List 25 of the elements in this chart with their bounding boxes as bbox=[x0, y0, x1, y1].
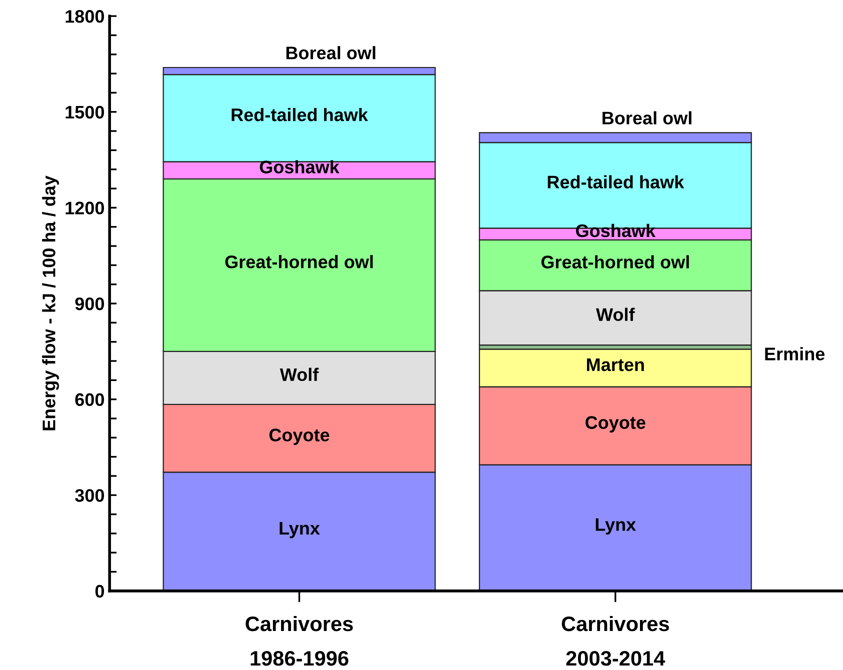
y-tick-label: 900 bbox=[75, 297, 104, 310]
text: Lynx bbox=[596, 518, 636, 535]
series-label: Wolf bbox=[280, 368, 319, 382]
y-tick-label: 600 bbox=[75, 393, 104, 406]
series-label: Coyote bbox=[269, 428, 330, 445]
y-tick-label: 300 bbox=[75, 489, 104, 502]
y-tick-label: 0 bbox=[95, 584, 104, 598]
y-tick-label: 1800 bbox=[66, 10, 104, 23]
series-label: Boreal owl bbox=[286, 46, 376, 60]
x-tick-label: Carnivores 1986-1996 bbox=[246, 616, 353, 666]
x-tick-label: Carnivores 2003-2014 bbox=[562, 616, 669, 666]
text: Great-horned owl bbox=[225, 255, 373, 268]
y-tick-label: 1500 bbox=[66, 106, 104, 119]
text: Coyote bbox=[586, 416, 646, 433]
series-label: Ermine bbox=[765, 347, 825, 360]
series-label: Red-tailed hawk bbox=[548, 175, 684, 188]
series-label: Marten bbox=[587, 358, 644, 372]
series-label: Goshawk bbox=[260, 160, 340, 174]
series-label: Lynx bbox=[280, 522, 320, 538]
y-axis-title: Energy flow - kJ / 100 ha / day bbox=[42, 176, 60, 430]
text: Wolf bbox=[596, 308, 635, 322]
text: Red-tailed hawk bbox=[232, 108, 368, 122]
text: Boreal owl bbox=[602, 111, 692, 124]
y-tick-label: 1200 bbox=[66, 202, 104, 214]
series-label: Great-horned owl bbox=[541, 255, 689, 268]
